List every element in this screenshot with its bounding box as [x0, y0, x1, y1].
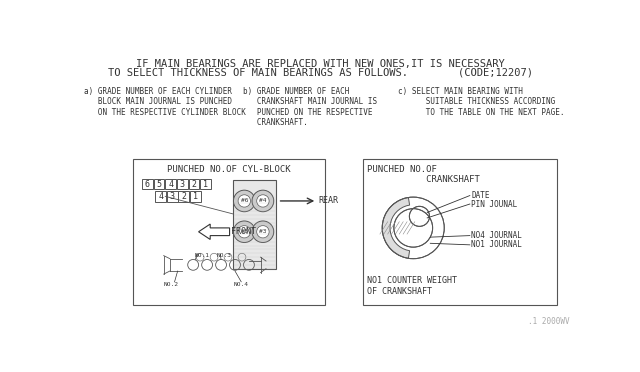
Text: NO1 JOURNAL: NO1 JOURNAL — [472, 240, 522, 249]
Text: REAR: REAR — [319, 196, 339, 205]
Text: 6: 6 — [145, 180, 150, 189]
Bar — [189, 179, 199, 189]
Bar — [177, 179, 188, 189]
Bar — [200, 179, 211, 189]
Text: DATE: DATE — [472, 191, 490, 200]
Circle shape — [257, 195, 269, 207]
Text: 1: 1 — [193, 192, 198, 201]
Text: PUNCHED NO.OF CYL-BLOCK: PUNCHED NO.OF CYL-BLOCK — [167, 165, 291, 174]
Text: NO.3: NO.3 — [216, 253, 232, 258]
Circle shape — [234, 190, 255, 212]
Text: .1 2000WV: .1 2000WV — [528, 317, 570, 326]
Text: NO1 COUNTER WEIGHT
OF CRANKSHAFT: NO1 COUNTER WEIGHT OF CRANKSHAFT — [367, 276, 457, 296]
Circle shape — [257, 225, 269, 238]
Text: 2: 2 — [181, 192, 186, 201]
Polygon shape — [198, 224, 230, 240]
Text: NO.2: NO.2 — [164, 282, 179, 287]
Text: FRONT: FRONT — [231, 227, 256, 236]
Text: #6: #6 — [241, 198, 248, 203]
Text: a) GRADE NUMBER OF EACH CYLINDER
   BLOCK MAIN JOURNAL IS PUNCHED
   ON THE RESP: a) GRADE NUMBER OF EACH CYLINDER BLOCK M… — [84, 87, 246, 117]
Text: PIN JOUNAL: PIN JOUNAL — [472, 199, 518, 209]
Circle shape — [238, 225, 250, 238]
Text: c) SELECT MAIN BEARING WITH
      SUITABLE THICKNESS ACCORDING
      TO THE TABL: c) SELECT MAIN BEARING WITH SUITABLE THI… — [397, 87, 564, 117]
Text: 5: 5 — [157, 180, 161, 189]
Text: 3: 3 — [180, 180, 185, 189]
Text: IF MAIN BEARINGS ARE REPLACED WITH NEW ONES,IT IS NECESSARY: IF MAIN BEARINGS ARE REPLACED WITH NEW O… — [136, 58, 504, 68]
Text: 4: 4 — [158, 192, 163, 201]
Bar — [234, 180, 276, 269]
Bar — [154, 179, 164, 189]
Text: b) GRADE NUMBER OF EACH
   CRANKSHAFT MAIN JOURNAL IS
   PUNCHED ON THE RESPECTI: b) GRADE NUMBER OF EACH CRANKSHAFT MAIN … — [243, 87, 377, 127]
Circle shape — [252, 221, 274, 243]
Bar — [179, 191, 189, 202]
Text: #5: #5 — [241, 229, 248, 234]
Text: 3: 3 — [170, 192, 175, 201]
Text: NO4 JOURNAL: NO4 JOURNAL — [472, 231, 522, 240]
Bar — [155, 191, 166, 202]
Polygon shape — [382, 198, 410, 258]
Bar — [142, 179, 153, 189]
Bar — [132, 158, 325, 305]
Text: 2: 2 — [191, 180, 196, 189]
Text: #4: #4 — [259, 198, 267, 203]
Circle shape — [252, 190, 274, 212]
Bar — [165, 179, 176, 189]
Bar — [190, 191, 201, 202]
Text: NO.1: NO.1 — [195, 253, 210, 258]
Text: TO SELECT THICKNESS OF MAIN BEARINGS AS FOLLOWS.        (CODE;12207): TO SELECT THICKNESS OF MAIN BEARINGS AS … — [108, 68, 532, 78]
Text: PUNCHED NO.OF
           CRANKSHAFT: PUNCHED NO.OF CRANKSHAFT — [367, 165, 479, 184]
Text: 1: 1 — [203, 180, 208, 189]
Bar — [167, 191, 178, 202]
Circle shape — [238, 195, 250, 207]
Circle shape — [234, 221, 255, 243]
Bar — [363, 158, 557, 305]
Text: #3: #3 — [259, 229, 267, 234]
Text: 4: 4 — [168, 180, 173, 189]
Text: NO.4: NO.4 — [234, 282, 248, 287]
